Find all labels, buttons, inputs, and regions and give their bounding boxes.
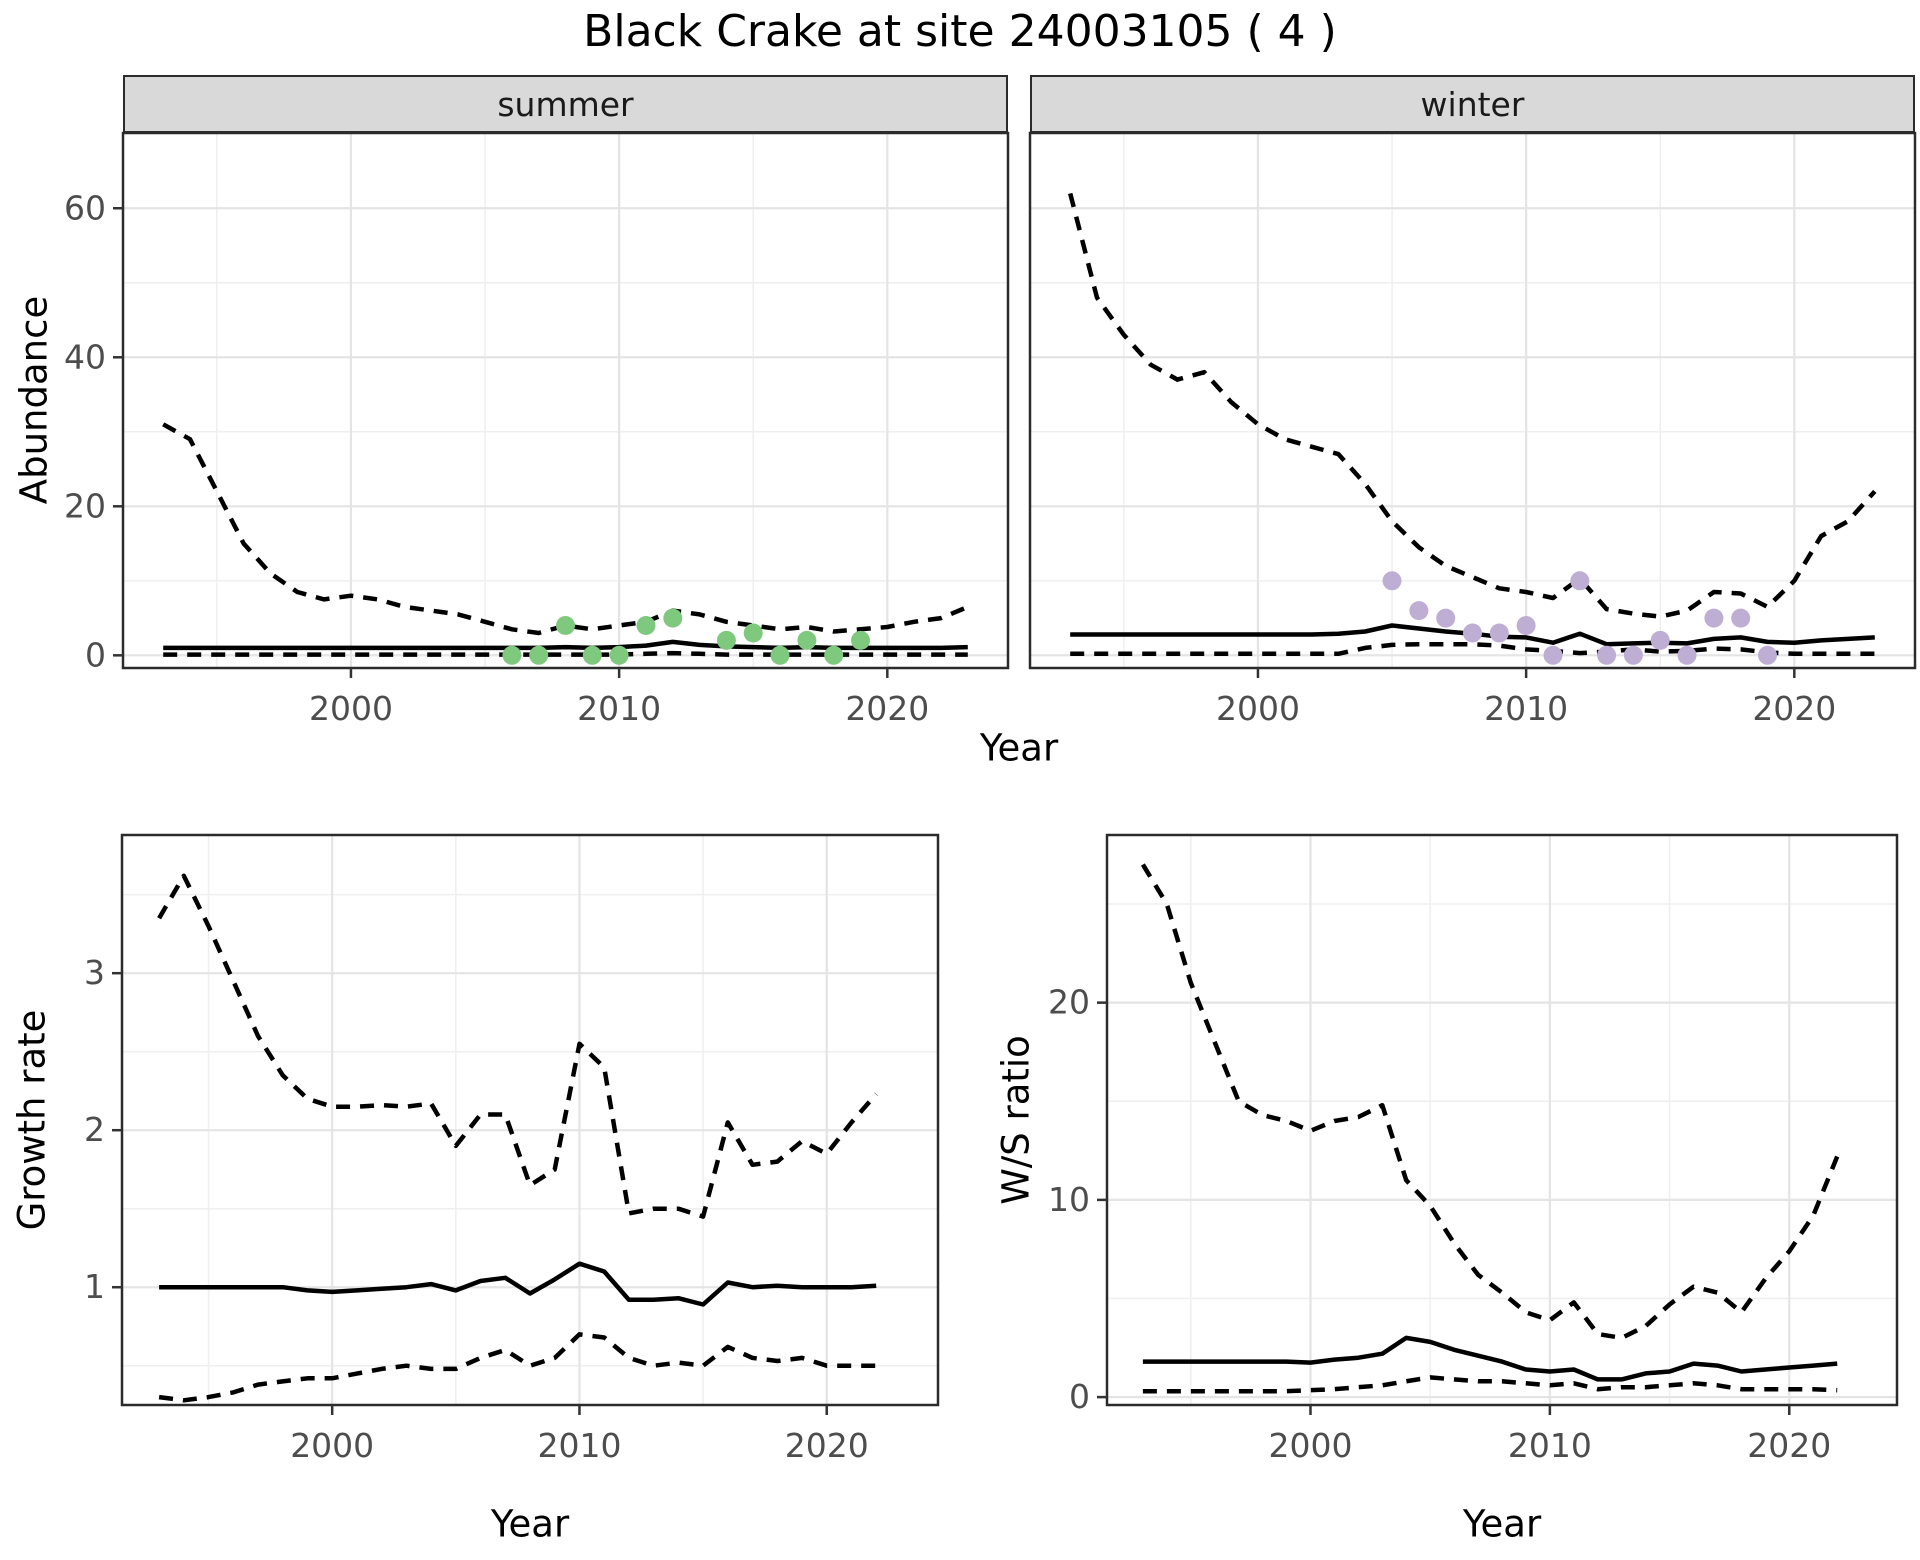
y-tick-label: 2 [84, 1110, 105, 1149]
facet-strip-winter: winter [1030, 75, 1915, 133]
x-axis-title-year-growth: Year [490, 1502, 570, 1546]
y-tick-label: 20 [1048, 983, 1090, 1022]
data-point-observed-counts-summer [797, 630, 817, 650]
data-point-observed-counts-summer [851, 630, 870, 650]
y-axis-title-abundance: Abundance [12, 295, 56, 505]
data-point-observed-counts-summer [636, 616, 656, 635]
series-upper-ci [157, 873, 878, 1219]
panel-background [123, 133, 1008, 668]
data-point-observed-counts-winter [1570, 571, 1590, 591]
x-tick-label: 2020 [785, 1426, 869, 1465]
series-lower-ci [1142, 1375, 1838, 1394]
data-point-observed-counts-winter [1436, 608, 1456, 628]
series-mean [1142, 1335, 1838, 1382]
data-point-observed-counts-winter [1731, 608, 1751, 628]
facet-strip-winter-label: winter [1420, 84, 1525, 124]
data-point-observed-counts-winter [1623, 645, 1643, 665]
panel-background [1107, 835, 1897, 1405]
panel-growth: 2000 2010 2020 1 2 3 [84, 833, 940, 1465]
y-tick-label: 1 [84, 1267, 105, 1306]
facet-strip-summer-label: summer [497, 84, 634, 124]
series-lower-ci [1070, 641, 1875, 657]
panel-border [120, 833, 940, 1407]
y-axis-title-growth-rate: Growth rate [10, 1009, 54, 1231]
panel-border [1028, 131, 1917, 670]
series-upper-ci [1068, 192, 1877, 619]
x-tick-label: 2010 [577, 689, 661, 728]
series-mean [159, 1261, 877, 1307]
y-tick-label: 10 [1048, 1180, 1090, 1219]
y-tick-label: 0 [85, 635, 106, 674]
x-tick-label: 2000 [290, 1426, 374, 1465]
data-point-observed-counts-winter [1516, 616, 1536, 635]
y-tick-label: 40 [64, 337, 106, 376]
data-point-observed-counts-summer [716, 630, 736, 650]
series-lower-ci [158, 1332, 877, 1403]
data-point-observed-counts-winter [1489, 623, 1509, 643]
x-tick-label: 2000 [1268, 1426, 1352, 1465]
data-point-observed-counts-summer [502, 645, 522, 665]
page-title: Black Crake at site 24003105 ( 4 ) [583, 6, 1337, 57]
y-tick-label: 0 [1069, 1377, 1090, 1416]
x-tick-label: 2010 [537, 1426, 621, 1465]
panel-background [1030, 133, 1915, 668]
data-point-observed-counts-winter [1677, 645, 1697, 665]
data-point-observed-counts-winter [1597, 645, 1617, 665]
panel-border [121, 131, 1010, 670]
x-tick-label: 2010 [1484, 689, 1568, 728]
panel-ws: 2000 2010 2020 0 10 20 [1048, 833, 1899, 1465]
panel-background [122, 835, 938, 1405]
data-point-observed-counts-winter [1463, 623, 1482, 643]
data-point-observed-counts-winter [1704, 608, 1724, 628]
panel-summer: 2000 2010 2020 0 20 40 60 [64, 131, 1010, 728]
panel-winter: 2000 2010 2020 [1028, 131, 1917, 728]
x-axis-title-year-top: Year [979, 726, 1059, 770]
data-point-observed-counts-winter [1409, 601, 1429, 621]
data-point-observed-counts-summer [556, 616, 575, 635]
data-point-observed-counts-winter [1758, 645, 1777, 665]
x-tick-label: 2010 [1508, 1426, 1592, 1465]
data-point-observed-counts-winter [1382, 571, 1402, 591]
y-tick-label: 60 [64, 188, 106, 227]
data-point-observed-counts-summer [582, 645, 602, 665]
facet-strip-summer: summer [123, 75, 1008, 133]
series-upper-ci [162, 422, 969, 636]
data-point-observed-counts-summer [609, 645, 629, 665]
data-point-observed-counts-winter [1650, 630, 1670, 650]
x-tick-label: 2020 [845, 689, 929, 728]
x-tick-label: 2000 [1216, 689, 1300, 728]
data-point-observed-counts-summer [824, 645, 844, 665]
x-tick-label: 2000 [309, 689, 393, 728]
data-point-observed-counts-summer [529, 645, 549, 665]
series-upper-ci [1140, 863, 1840, 1341]
data-point-observed-counts-summer [770, 645, 790, 665]
x-tick-label: 2020 [1752, 689, 1836, 728]
y-tick-label: 20 [64, 486, 106, 525]
x-axis-title-year-ws: Year [1462, 1502, 1542, 1546]
y-tick-label: 3 [84, 953, 105, 992]
y-axis-title-ws-ratio: W/S ratio [994, 1035, 1038, 1205]
data-point-observed-counts-winter [1543, 645, 1563, 665]
x-tick-label: 2020 [1747, 1426, 1831, 1465]
panel-border [1105, 833, 1899, 1407]
data-point-observed-counts-summer [663, 608, 683, 628]
data-point-observed-counts-summer [743, 623, 763, 643]
